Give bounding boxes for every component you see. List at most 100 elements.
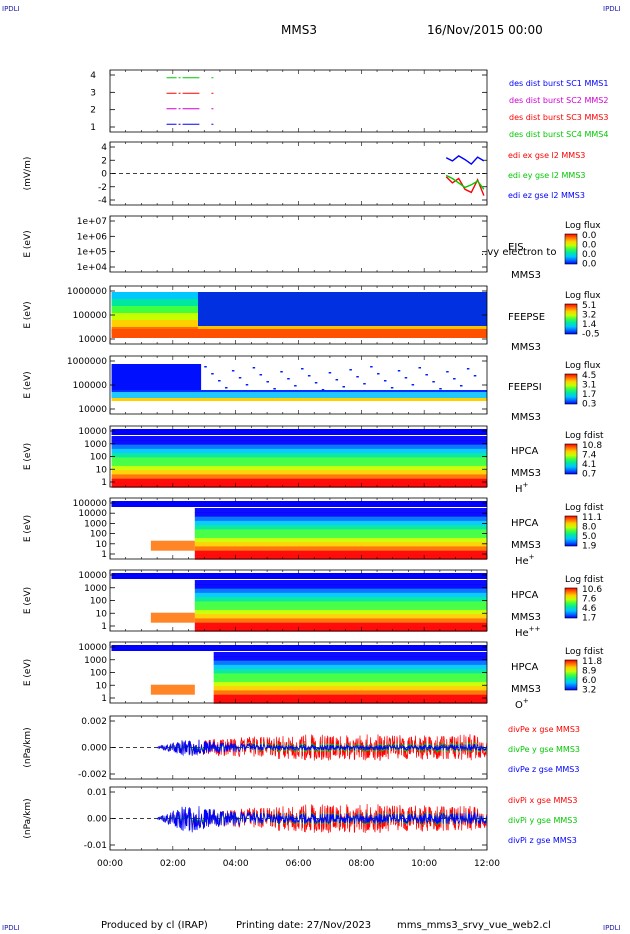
spectrogram-band [197,326,487,329]
feepsi-ytick-label: 100000 [73,381,108,391]
date-title: 16/Nov/2015 00:00 [427,23,543,37]
spectrogram-band [335,379,339,381]
hpca_o-ytick-label: 100 [90,669,107,679]
spectrogram-band [194,550,487,556]
feepsi-colorbar-tick: 3.1 [582,381,596,391]
spectrogram-band [280,371,283,373]
spectrogram-band [194,580,487,585]
spectrogram-band [453,378,456,380]
spectrogram-band [321,389,325,391]
spectrogram-band [111,313,198,320]
edi-ylabel: (mV/m) [23,157,33,191]
spectrogram-band [150,684,195,695]
corner-mark-bottom-left: IPDLI [2,924,20,932]
eis-ytick-label: 1e+07 [77,217,107,227]
divpi-series [156,806,487,833]
spectrogram-band [213,694,488,700]
hpca_he-ylabel: E (eV) [23,515,33,542]
spectrogram-band [194,542,487,547]
hpca_he-colorbar-tick: 1.9 [582,542,597,552]
hpca_h-species-label: H+ [515,481,529,495]
feepse-colorbar-tick: -0.5 [582,330,600,340]
spectrogram-band [194,618,487,624]
x-tick-label: 06:00 [286,859,312,869]
spectrogram-band [111,501,487,507]
footer-produced-by: Produced by cl (IRAP) [101,920,208,931]
hpca_hepp-colorbar-tick: 10.6 [582,585,602,595]
hpca_o-colorbar-tick: 11.8 [582,657,602,667]
divpi-legend-entry: divPi y gse MMS3 [508,816,577,825]
spectrogram-band [328,372,332,374]
spectrogram-band [111,573,205,579]
feepsi-colorbar [564,373,578,405]
hpca_hepp-spacecraft-label: MMS3 [511,612,541,623]
feepse-ytick-label: 1000000 [67,287,107,297]
feepse-colorbar-tick: 3.2 [582,311,596,321]
hpca_he-colorbar [564,515,578,547]
spectrogram-band [370,366,373,368]
hpca_o-ylabel: E (eV) [23,659,33,686]
feepse-colorbar [564,303,578,335]
spectrogram-band [294,385,297,387]
spectrogram-band [252,367,256,369]
hpca_he-instrument-label: HPCA [511,518,539,529]
spectrogram-band [259,374,263,376]
hpca_h-colorbar [564,443,578,475]
spectrogram-band [194,537,487,543]
spectrogram-band [194,627,487,632]
spectrogram-band [390,387,394,389]
hpca_o-colorbar-tick: 6.0 [582,676,597,686]
spectrogram-band [224,387,228,389]
hpca_hepp-ylabel: E (eV) [23,587,33,614]
spectrogram-band [111,320,198,327]
spectrogram-band [111,440,487,445]
spectrogram-band [204,366,207,368]
spectrogram-band [213,664,488,670]
x-tick-label: 04:00 [223,859,249,869]
spectrogram-band [213,686,488,691]
spectrogram-band [194,533,487,539]
hpca_o-spacecraft-label: MMS3 [511,684,541,695]
spectrogram-band [307,375,311,377]
spectrogram-band [194,592,487,598]
feepse-colorbar-tick: 1.4 [582,320,597,330]
spectrogram-band [111,453,487,458]
edi-series [445,174,485,190]
divpe-ytick-label: -0.002 [78,770,107,780]
hpca_h-ytick-label: 100 [90,453,107,463]
spectrogram-band [111,306,198,313]
divpe-series [156,739,487,757]
hpca_hepp-ytick-label: 10 [96,609,108,619]
divpe-ytick-label: 0.000 [81,744,107,754]
corner-mark-bottom-right: IPDLI [603,924,621,932]
spectrogram-band [194,609,487,615]
feepse-ytick-label: 100000 [73,311,108,321]
hpca_he-colorbar-tick: 5.0 [582,532,597,542]
spectrogram-band [111,465,487,471]
spectrogram-band [231,370,235,372]
edi-series [445,155,485,166]
x-tick-label: 10:00 [411,859,437,869]
feepsi-colorbar-tick: 4.5 [582,371,596,381]
spectrogram-band [377,373,380,375]
spectrogram-band [111,329,487,338]
hpca_h-colorbar-tick: 10.8 [582,441,602,451]
spectrogram-band [111,457,487,463]
feepsi-colorbar-tick: 0.3 [582,400,596,410]
spectrogram-band [111,478,487,484]
spectrogram-band [213,690,488,696]
footer-printing-date: Printing date: 27/Nov/2023 [236,920,372,931]
hpca_o-ytick-label: 1 [101,694,107,704]
spectrogram-band [439,388,442,390]
hpca_hepp-colorbar-title: Log fdist [565,575,604,585]
edi-legend-entry: edi ey gse l2 MMS3 [508,171,586,180]
spectrogram-band [194,529,487,535]
hpca_o-colorbar-tick: 8.9 [582,667,597,677]
spectrogram-band [194,605,487,611]
spectrogram-band [363,383,366,385]
spectrogram-band [213,669,488,674]
edi-legend-entry: edi ez gse l2 MMS3 [508,191,585,200]
spectrogram-band [349,369,352,371]
corner-mark-top-left: IPDLI [2,5,20,13]
